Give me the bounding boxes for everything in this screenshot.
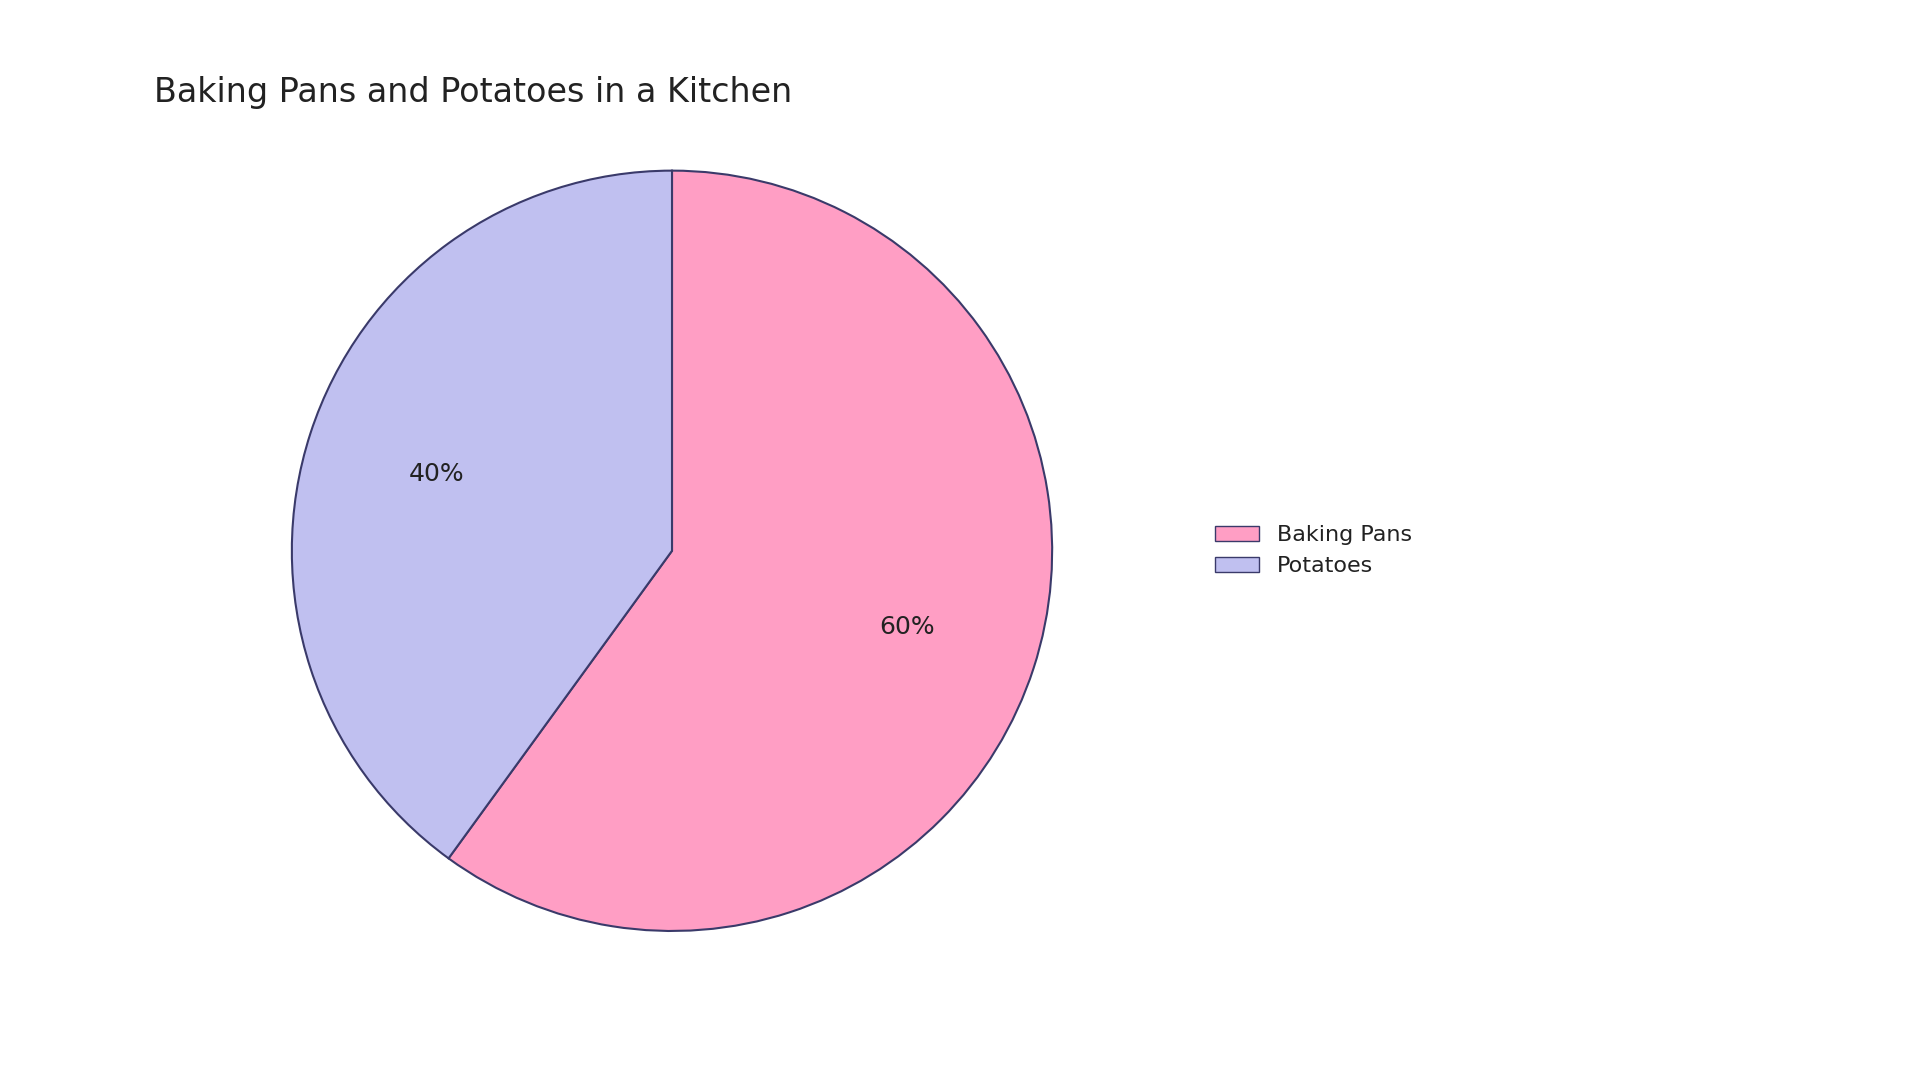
Legend: Baking Pans, Potatoes: Baking Pans, Potatoes [1206,516,1421,585]
Text: 40%: 40% [409,462,465,486]
Wedge shape [292,171,672,859]
Wedge shape [449,171,1052,931]
Text: Baking Pans and Potatoes in a Kitchen: Baking Pans and Potatoes in a Kitchen [154,76,791,109]
Text: 60%: 60% [879,616,935,639]
